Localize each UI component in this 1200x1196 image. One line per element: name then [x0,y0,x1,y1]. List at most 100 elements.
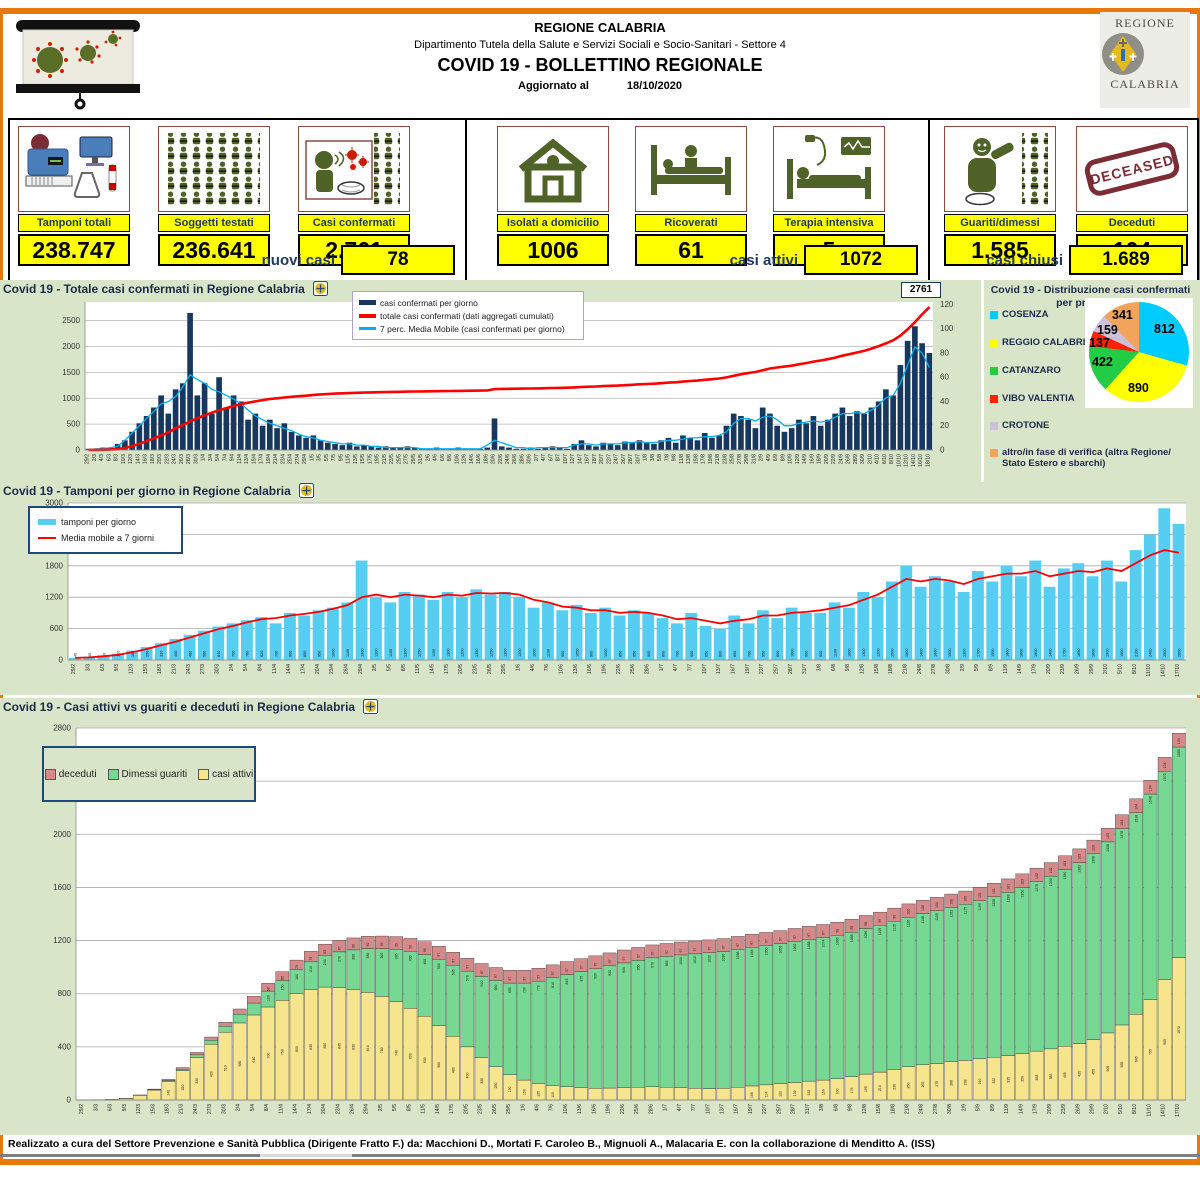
svg-text:140: 140 [167,1090,171,1096]
svg-text:24/8: 24/8 [919,1104,925,1114]
header-text-block: REGIONE CALABRIA Dipartimento Tutela del… [300,20,900,92]
svg-text:1038: 1038 [736,952,740,960]
svg-text:1250: 1250 [1021,890,1025,898]
svg-text:30/6: 30/6 [527,454,533,464]
svg-text:850: 850 [618,651,622,657]
svg-text:97: 97 [608,959,612,963]
svg-text:25/7: 25/7 [776,1104,782,1114]
svg-text:100: 100 [940,324,954,333]
svg-text:11/5: 11/5 [415,664,421,674]
svg-text:26/4: 26/4 [344,664,350,674]
svg-text:190: 190 [508,1086,512,1092]
svg-text:500: 500 [67,420,81,429]
svg-text:5/5: 5/5 [387,664,393,671]
svg-text:8/9: 8/9 [989,664,995,671]
svg-text:28/9: 28/9 [853,454,859,464]
svg-text:700: 700 [266,1053,270,1059]
svg-text:14/3: 14/3 [135,454,141,464]
svg-text:14/5: 14/5 [430,664,436,674]
svg-text:1900: 1900 [1034,649,1038,657]
svg-text:30/3: 30/3 [193,454,199,464]
svg-text:29/9: 29/9 [1089,664,1095,674]
svg-text:288: 288 [949,1080,953,1086]
svg-text:420: 420 [209,1071,213,1077]
svg-text:500: 500 [437,963,441,969]
svg-text:1300: 1300 [962,649,966,657]
svg-text:1200: 1200 [518,649,522,657]
stat-label: Casi confermati [298,214,410,232]
svg-text:385: 385 [1049,1074,1053,1080]
svg-text:14/10: 14/10 [1161,664,1167,677]
svg-text:3/5: 3/5 [317,454,323,461]
svg-text:106: 106 [750,1092,754,1098]
svg-text:970: 970 [651,962,655,968]
svg-text:1000: 1000 [679,957,683,965]
svg-text:6/3: 6/3 [100,664,106,671]
svg-text:1/6: 1/6 [516,664,522,671]
svg-text:90: 90 [352,944,356,948]
svg-text:1300: 1300 [403,649,407,657]
svg-text:1200: 1200 [375,649,379,657]
svg-text:97: 97 [707,946,711,950]
svg-text:900: 900 [805,651,809,657]
svg-text:1050: 1050 [764,948,768,956]
house-icon [497,126,609,212]
svg-text:100: 100 [907,909,911,915]
svg-text:26/7: 26/7 [621,454,627,464]
svg-text:6/7: 6/7 [548,454,554,461]
legend-label: VIBO VALENTIA [1002,393,1075,404]
svg-text:30/9: 30/9 [860,454,866,464]
svg-text:25/4: 25/4 [288,454,294,464]
svg-text:1200: 1200 [876,649,880,657]
legend-label: altro/in fase di verifica (altra Regione… [1002,447,1171,469]
svg-text:16/6: 16/6 [587,664,593,674]
svg-text:10/6: 10/6 [559,664,565,674]
svg-text:103: 103 [1063,861,1067,867]
svg-text:18/3: 18/3 [157,664,163,674]
svg-text:750: 750 [281,1049,285,1055]
svg-text:66: 66 [281,976,285,980]
stat-card-isolati: Isolati a domicilio 1006 [497,126,609,266]
svg-text:102: 102 [1021,879,1025,885]
svg-text:1000: 1000 [604,649,608,657]
svg-text:97: 97 [821,931,825,935]
svg-text:310: 310 [978,1079,982,1085]
line-swatch [359,313,376,318]
svg-text:6/3: 6/3 [108,1104,114,1111]
legend-label: Media mobile a 7 giorni [61,533,155,543]
svg-text:20/9: 20/9 [1047,1104,1053,1114]
chart-title-text: Covid 19 - Totale casi confermati in Reg… [3,281,305,296]
svg-text:10/9: 10/9 [788,454,794,464]
svg-text:9/8: 9/8 [848,1104,854,1111]
stats-group-tests: Tamponi totali 238.747 Soggetti testati … [10,120,467,280]
svg-text:2/5: 2/5 [378,1104,384,1111]
top-accent-bar [0,8,1200,14]
svg-text:10/7: 10/7 [563,454,569,464]
svg-text:12/9: 12/9 [795,454,801,464]
svg-text:8/4: 8/4 [264,1104,270,1111]
svg-text:92: 92 [366,942,370,946]
svg-text:17/4: 17/4 [301,664,307,674]
svg-text:2/10: 2/10 [867,454,873,464]
svg-text:7/5: 7/5 [331,454,337,461]
svg-text:1600: 1600 [1020,649,1024,657]
svg-text:430: 430 [409,955,413,961]
chart-tamponi-section: Covid 19 - Tamponi per giorno in Regione… [0,482,1200,695]
svg-text:17/8: 17/8 [701,454,707,464]
svg-text:1100: 1100 [346,649,350,657]
bar-swatch [359,300,376,305]
svg-text:17/10: 17/10 [1175,1104,1181,1117]
svg-text:97: 97 [807,933,811,937]
svg-text:0: 0 [940,446,945,455]
svg-text:104: 104 [1163,762,1167,768]
svg-text:13/7: 13/7 [720,1104,726,1114]
svg-text:16/7: 16/7 [731,664,737,674]
legend-label: REGGIO CALABRIA [1002,337,1093,348]
svg-text:19/6: 19/6 [602,664,608,674]
svg-text:97: 97 [522,977,526,981]
svg-text:180: 180 [295,974,299,980]
svg-text:820: 820 [260,651,264,657]
svg-text:14/5: 14/5 [435,1104,441,1114]
summary-label: casi chiusi [986,251,1063,269]
svg-text:2600: 2600 [1177,649,1181,657]
